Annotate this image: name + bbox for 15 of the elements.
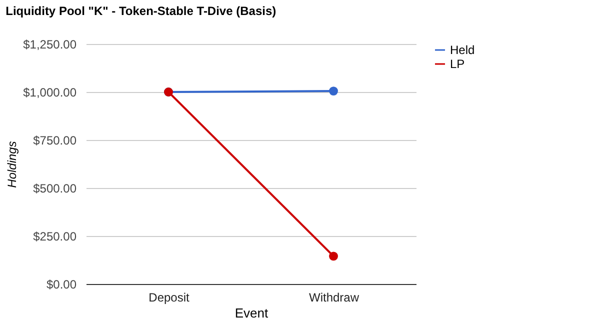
chart-title: Liquidity Pool "K" - Token-Stable T-Dive (Basis) (6, 4, 276, 18)
y-tick-label: $1,000.00 (23, 86, 77, 100)
y-tick-label: $1,250.00 (23, 38, 77, 52)
point (329, 86, 338, 96)
x-axis-title: Event (234, 306, 269, 320)
y-tick-label: $750.00 (33, 134, 77, 148)
legend-label: Held (450, 43, 475, 57)
y-tick-label: $0.00 (46, 278, 77, 292)
x-tick-label: Deposit (148, 290, 190, 304)
y-tick-label: $250.00 (33, 230, 77, 244)
y-axis-title: Holdings (5, 141, 20, 188)
x-tick-label: Withdraw (308, 290, 360, 304)
legend-label: LP (450, 57, 465, 71)
y-tick-label: $500.00 (33, 182, 77, 196)
point (329, 252, 338, 261)
